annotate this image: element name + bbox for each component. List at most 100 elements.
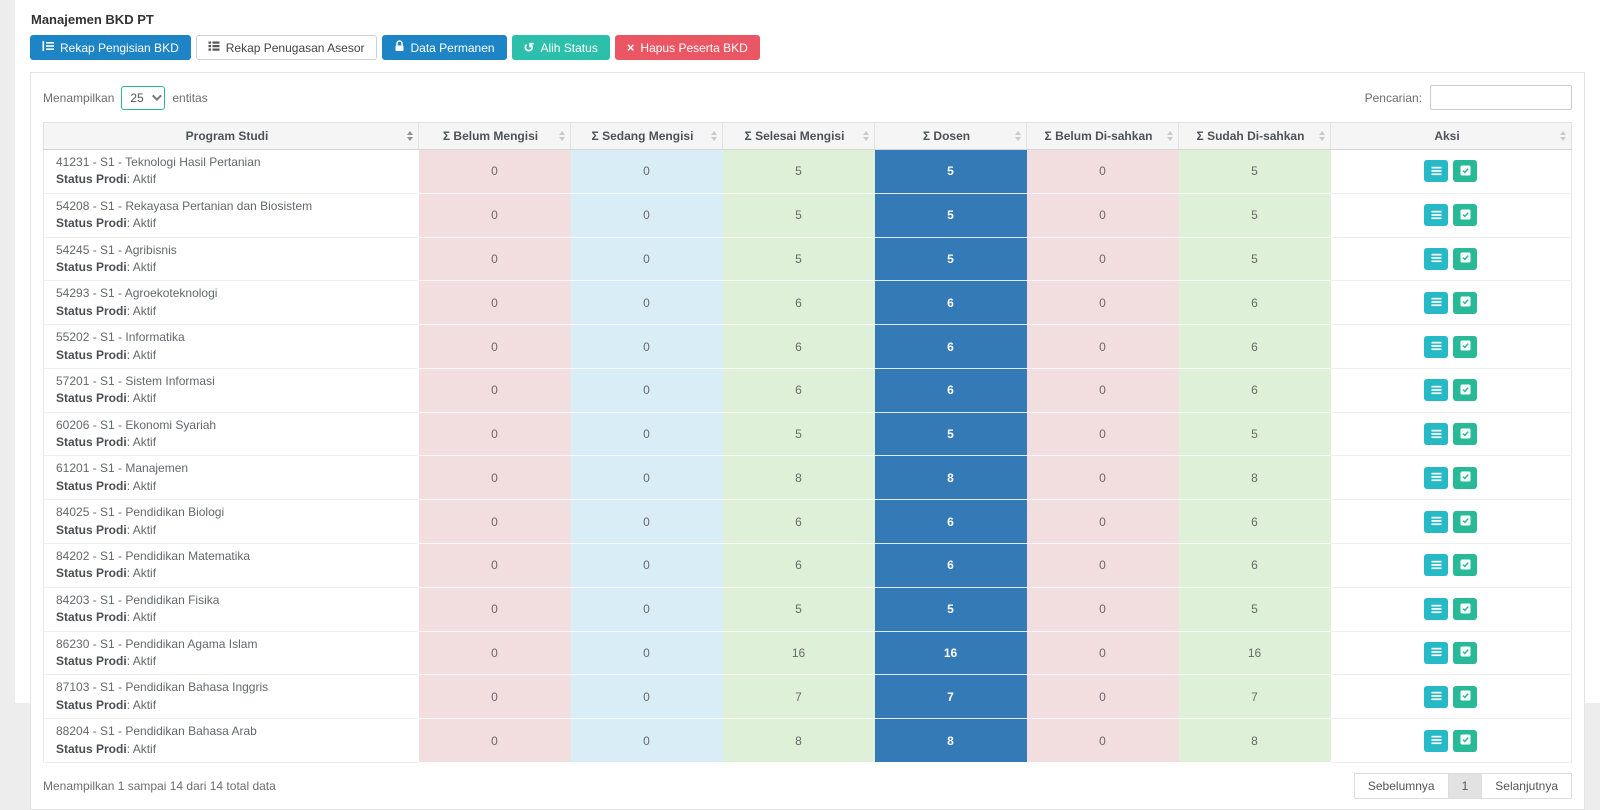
check-square-icon (1460, 427, 1471, 442)
column-header-sedang-mengisi[interactable]: Σ Sedang Mengisi (570, 122, 723, 150)
cell-belum-disahkan: 0 (1026, 237, 1179, 282)
th-list-icon (208, 40, 220, 55)
cell-selesai-mengisi: 8 (722, 455, 875, 501)
detail-list-button[interactable] (1424, 554, 1449, 577)
program-name: 86230 - S1 - Pendidikan Agama Islam (56, 636, 258, 651)
rekap-penugasan-asesor-button[interactable]: Rekap Penugasan Asesor (195, 35, 377, 60)
table-row: 54208 - S1 - Rekayasa Pertanian dan Bios… (43, 193, 1572, 238)
validate-button[interactable] (1453, 510, 1478, 533)
cell-sedang-mengisi: 0 (570, 631, 723, 676)
validate-button[interactable] (1453, 423, 1478, 446)
cell-selesai-mengisi: 5 (722, 149, 875, 194)
validate-button[interactable] (1453, 598, 1478, 621)
column-header-dosen[interactable]: Σ Dosen (874, 122, 1027, 150)
cell-sudah-disahkan: 6 (1178, 368, 1331, 413)
cell-selesai-mengisi: 6 (722, 499, 875, 545)
cell-sudah-disahkan: 5 (1178, 587, 1331, 632)
cell-belum-disahkan: 0 (1026, 149, 1179, 194)
detail-list-button[interactable] (1424, 685, 1449, 708)
cell-belum-mengisi: 0 (418, 237, 571, 282)
cell-sedang-mengisi: 0 (570, 237, 723, 282)
validate-button[interactable] (1453, 379, 1478, 402)
data-permanen-button[interactable]: Data Permanen (381, 35, 507, 60)
detail-list-button[interactable] (1424, 598, 1449, 621)
cell-selesai-mengisi: 7 (722, 674, 875, 720)
cell-sedang-mengisi: 0 (570, 368, 723, 413)
column-header-belum-disahkan[interactable]: Σ Belum Di-sahkan (1026, 122, 1179, 150)
validate-button[interactable] (1453, 685, 1478, 708)
list-icon (1431, 514, 1442, 529)
validate-button[interactable] (1453, 554, 1478, 577)
search-input[interactable] (1430, 85, 1572, 110)
column-header-selesai-mengisi[interactable]: Σ Selesai Mengisi (722, 122, 875, 150)
program-name: 57201 - S1 - Sistem Informasi (56, 373, 215, 388)
column-header-sudah-disahkan[interactable]: Σ Sudah Di-sahkan (1178, 122, 1331, 150)
validate-button[interactable] (1453, 204, 1478, 227)
detail-list-button[interactable] (1424, 335, 1449, 358)
list-icon (1431, 689, 1442, 704)
cell-belum-mengisi: 0 (418, 587, 571, 632)
detail-list-button[interactable] (1424, 423, 1449, 446)
hapus-peserta-bkd-button[interactable]: × Hapus Peserta BKD (614, 35, 760, 60)
detail-list-button[interactable] (1424, 729, 1449, 752)
column-header-belum-mengisi[interactable]: Σ Belum Mengisi (418, 122, 571, 150)
sort-icon (1167, 131, 1173, 141)
table-row: 61201 - S1 - Manajemen Status Prodi: Akt… (43, 455, 1572, 501)
validate-button[interactable] (1453, 247, 1478, 270)
detail-list-button[interactable] (1424, 466, 1449, 489)
check-square-icon (1460, 383, 1471, 398)
cell-dosen: 7 (874, 674, 1027, 720)
check-square-icon (1460, 514, 1471, 529)
table-row: 54293 - S1 - Agroekoteknologi Status Pro… (43, 280, 1572, 326)
program-name: 41231 - S1 - Teknologi Hasil Pertanian (56, 155, 261, 169)
detail-list-button[interactable] (1424, 160, 1449, 183)
program-name: 84203 - S1 - Pendidikan Fisika (56, 592, 220, 607)
detail-list-button[interactable] (1424, 291, 1449, 314)
validate-button[interactable] (1453, 335, 1478, 358)
cell-belum-disahkan: 0 (1026, 587, 1179, 632)
cell-sedang-mengisi: 0 (570, 674, 723, 720)
detail-list-button[interactable] (1424, 379, 1449, 402)
list-icon (1431, 733, 1442, 748)
validate-button[interactable] (1453, 291, 1478, 314)
cell-selesai-mengisi: 5 (722, 587, 875, 632)
cell-belum-mengisi: 0 (418, 543, 571, 588)
check-square-icon (1460, 645, 1471, 660)
column-header-program-studi[interactable]: Program Studi (43, 122, 419, 150)
cell-sudah-disahkan: 16 (1178, 631, 1331, 676)
alih-status-button[interactable]: ↺ Alih Status (511, 35, 610, 60)
sort-icon (711, 131, 717, 141)
detail-list-button[interactable] (1424, 204, 1449, 227)
check-square-icon (1460, 208, 1471, 223)
program-status: Status Prodi: Aktif (56, 522, 157, 537)
program-status: Status Prodi: Aktif (56, 435, 157, 450)
entries-select[interactable]: 25 (121, 85, 166, 110)
cell-selesai-mengisi: 5 (722, 193, 875, 238)
rekap-pengisian-bkd-button[interactable]: Rekap Pengisian BKD (30, 35, 191, 60)
validate-button[interactable] (1453, 729, 1478, 752)
main-content: Manajemen BKD PT Rekap Pengisian BKD Rek… (15, 0, 1600, 810)
sort-icon (407, 131, 413, 141)
pagination-page-1[interactable]: 1 (1447, 772, 1483, 799)
cell-belum-disahkan: 0 (1026, 718, 1179, 763)
button-label: Rekap Pengisian BKD (60, 40, 179, 55)
pagination-prev[interactable]: Sebelumnya (1353, 772, 1449, 799)
validate-button[interactable] (1453, 641, 1478, 664)
column-header-aksi[interactable]: Aksi (1330, 122, 1572, 150)
cell-dosen: 5 (874, 412, 1027, 457)
cell-sedang-mengisi: 0 (570, 718, 723, 763)
cell-belum-mengisi: 0 (418, 368, 571, 413)
check-square-icon (1460, 164, 1471, 179)
detail-list-button[interactable] (1424, 510, 1449, 533)
list-icon (1431, 251, 1442, 266)
cell-belum-mengisi: 0 (418, 674, 571, 720)
detail-list-button[interactable] (1424, 247, 1449, 270)
cell-dosen: 8 (874, 455, 1027, 501)
validate-button[interactable] (1453, 160, 1478, 183)
pagination-next[interactable]: Selanjutnya (1481, 772, 1572, 799)
cell-belum-mengisi: 0 (418, 280, 571, 326)
detail-list-button[interactable] (1424, 641, 1449, 664)
cell-selesai-mengisi: 16 (722, 631, 875, 676)
validate-button[interactable] (1453, 466, 1478, 489)
program-status: Status Prodi: Aktif (56, 259, 157, 274)
